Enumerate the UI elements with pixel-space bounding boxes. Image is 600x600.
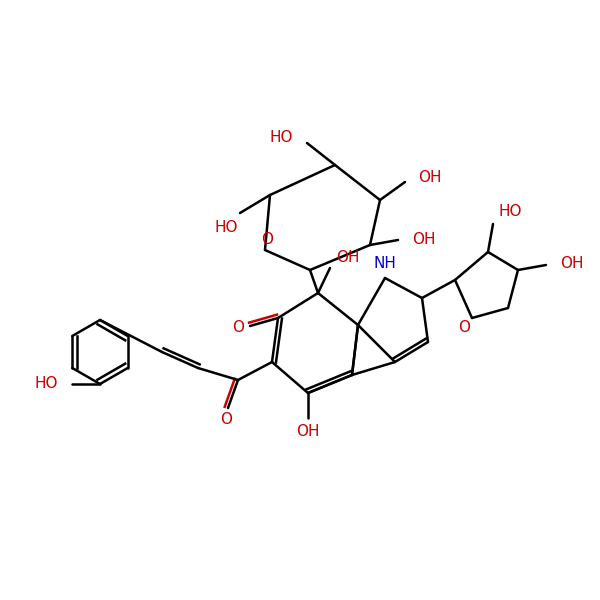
Text: O: O bbox=[458, 320, 470, 335]
Text: HO: HO bbox=[269, 130, 293, 145]
Text: OH: OH bbox=[418, 170, 442, 185]
Text: NH: NH bbox=[374, 257, 397, 271]
Text: OH: OH bbox=[296, 424, 320, 439]
Text: HO: HO bbox=[498, 205, 521, 220]
Text: OH: OH bbox=[412, 232, 436, 247]
Text: OH: OH bbox=[560, 257, 583, 271]
Text: O: O bbox=[261, 232, 273, 247]
Text: O: O bbox=[232, 320, 244, 335]
Text: HO: HO bbox=[35, 377, 58, 391]
Text: OH: OH bbox=[336, 250, 359, 265]
Text: HO: HO bbox=[215, 220, 238, 235]
Text: O: O bbox=[220, 413, 232, 427]
